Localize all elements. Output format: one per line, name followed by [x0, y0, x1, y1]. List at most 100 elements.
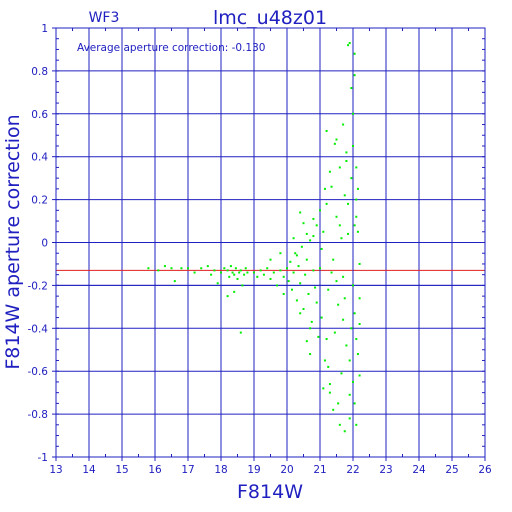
data-point [323, 359, 326, 362]
data-point [332, 408, 335, 411]
data-point [228, 275, 231, 278]
panel-label: WF3 [89, 10, 120, 26]
y-tick-label: 1 [41, 23, 48, 35]
data-point [320, 247, 323, 250]
data-point [292, 237, 295, 240]
y-tick-label: -0.4 [28, 323, 49, 335]
data-point [226, 295, 229, 298]
data-point [322, 387, 325, 390]
y-tick-labels: -1 -0.8 -0.6 -0.4 -0.2 0 0.2 0.4 0.6 0.8 1 [28, 23, 49, 464]
data-point [342, 275, 345, 278]
data-point [340, 372, 343, 375]
data-point [327, 288, 330, 291]
data-point [355, 166, 358, 169]
data-point [282, 292, 285, 295]
data-point [173, 280, 176, 283]
data-point [309, 327, 312, 330]
x-tick-label: 24 [412, 464, 426, 476]
data-point [348, 359, 351, 362]
y-tick-label: 0 [41, 238, 48, 250]
data-point [244, 267, 247, 270]
data-point [312, 235, 315, 238]
data-point [338, 166, 341, 169]
data-point [307, 292, 310, 295]
data-point [343, 297, 346, 300]
data-point [253, 271, 255, 274]
data-point [347, 232, 350, 235]
data-point [170, 267, 173, 270]
data-point [337, 303, 340, 306]
data-point [266, 267, 269, 270]
y-tick-label: 0.6 [31, 109, 48, 121]
data-points [147, 42, 361, 433]
y-tick-label: 0.4 [31, 152, 48, 164]
data-point [223, 267, 226, 270]
data-point [348, 393, 351, 396]
data-point [350, 327, 353, 330]
data-point [325, 202, 328, 205]
data-point [327, 365, 330, 368]
data-point [348, 417, 351, 420]
data-point [259, 269, 262, 272]
x-tick-label: 13 [49, 464, 62, 476]
data-point [355, 215, 358, 218]
data-point [353, 224, 356, 227]
data-point [216, 282, 219, 285]
data-point [345, 151, 348, 154]
data-point [187, 267, 189, 270]
data-point [315, 301, 318, 304]
data-point [147, 267, 150, 270]
data-point [342, 123, 345, 126]
data-point [292, 271, 295, 274]
data-point [353, 402, 356, 405]
data-point [294, 252, 297, 255]
average-annotation: Average aperture correction: -0.130 [77, 42, 265, 54]
data-point [356, 353, 359, 356]
data-point [342, 318, 345, 321]
data-point [231, 271, 234, 274]
data-point [287, 280, 290, 283]
x-tick-label: 26 [478, 464, 492, 476]
x-tick-label: 20 [280, 464, 293, 476]
data-point [345, 159, 348, 162]
y-axis-label: F814W aperture correction [2, 114, 24, 369]
data-point [352, 144, 354, 147]
data-point [338, 224, 341, 227]
x-tick-label: 23 [379, 464, 392, 476]
data-point [210, 273, 213, 276]
data-point [200, 267, 203, 270]
data-point [335, 280, 338, 283]
data-point [299, 282, 302, 285]
data-point [272, 271, 275, 274]
data-point [350, 177, 353, 180]
x-tick-label: 15 [115, 464, 128, 476]
data-point [302, 307, 305, 310]
data-point [229, 265, 232, 268]
data-point [319, 267, 321, 270]
data-point [312, 217, 315, 220]
data-point [317, 335, 320, 338]
data-point [325, 129, 328, 132]
data-point [315, 224, 318, 227]
data-point [276, 284, 279, 287]
data-point [338, 423, 341, 426]
data-point [299, 312, 302, 315]
x-tick-label: 22 [346, 464, 359, 476]
data-point [241, 284, 244, 287]
data-point [233, 290, 236, 293]
data-point [320, 316, 323, 319]
data-point [335, 215, 338, 218]
data-point [300, 245, 303, 248]
data-point [312, 269, 315, 272]
data-point [358, 297, 361, 300]
data-point [193, 271, 196, 274]
data-point [213, 269, 216, 272]
data-point [356, 230, 359, 233]
data-point [330, 271, 333, 274]
data-point [335, 138, 338, 141]
data-point [353, 312, 356, 315]
data-point [319, 209, 321, 212]
x-tick-label: 25 [445, 464, 458, 476]
data-point [290, 288, 293, 291]
